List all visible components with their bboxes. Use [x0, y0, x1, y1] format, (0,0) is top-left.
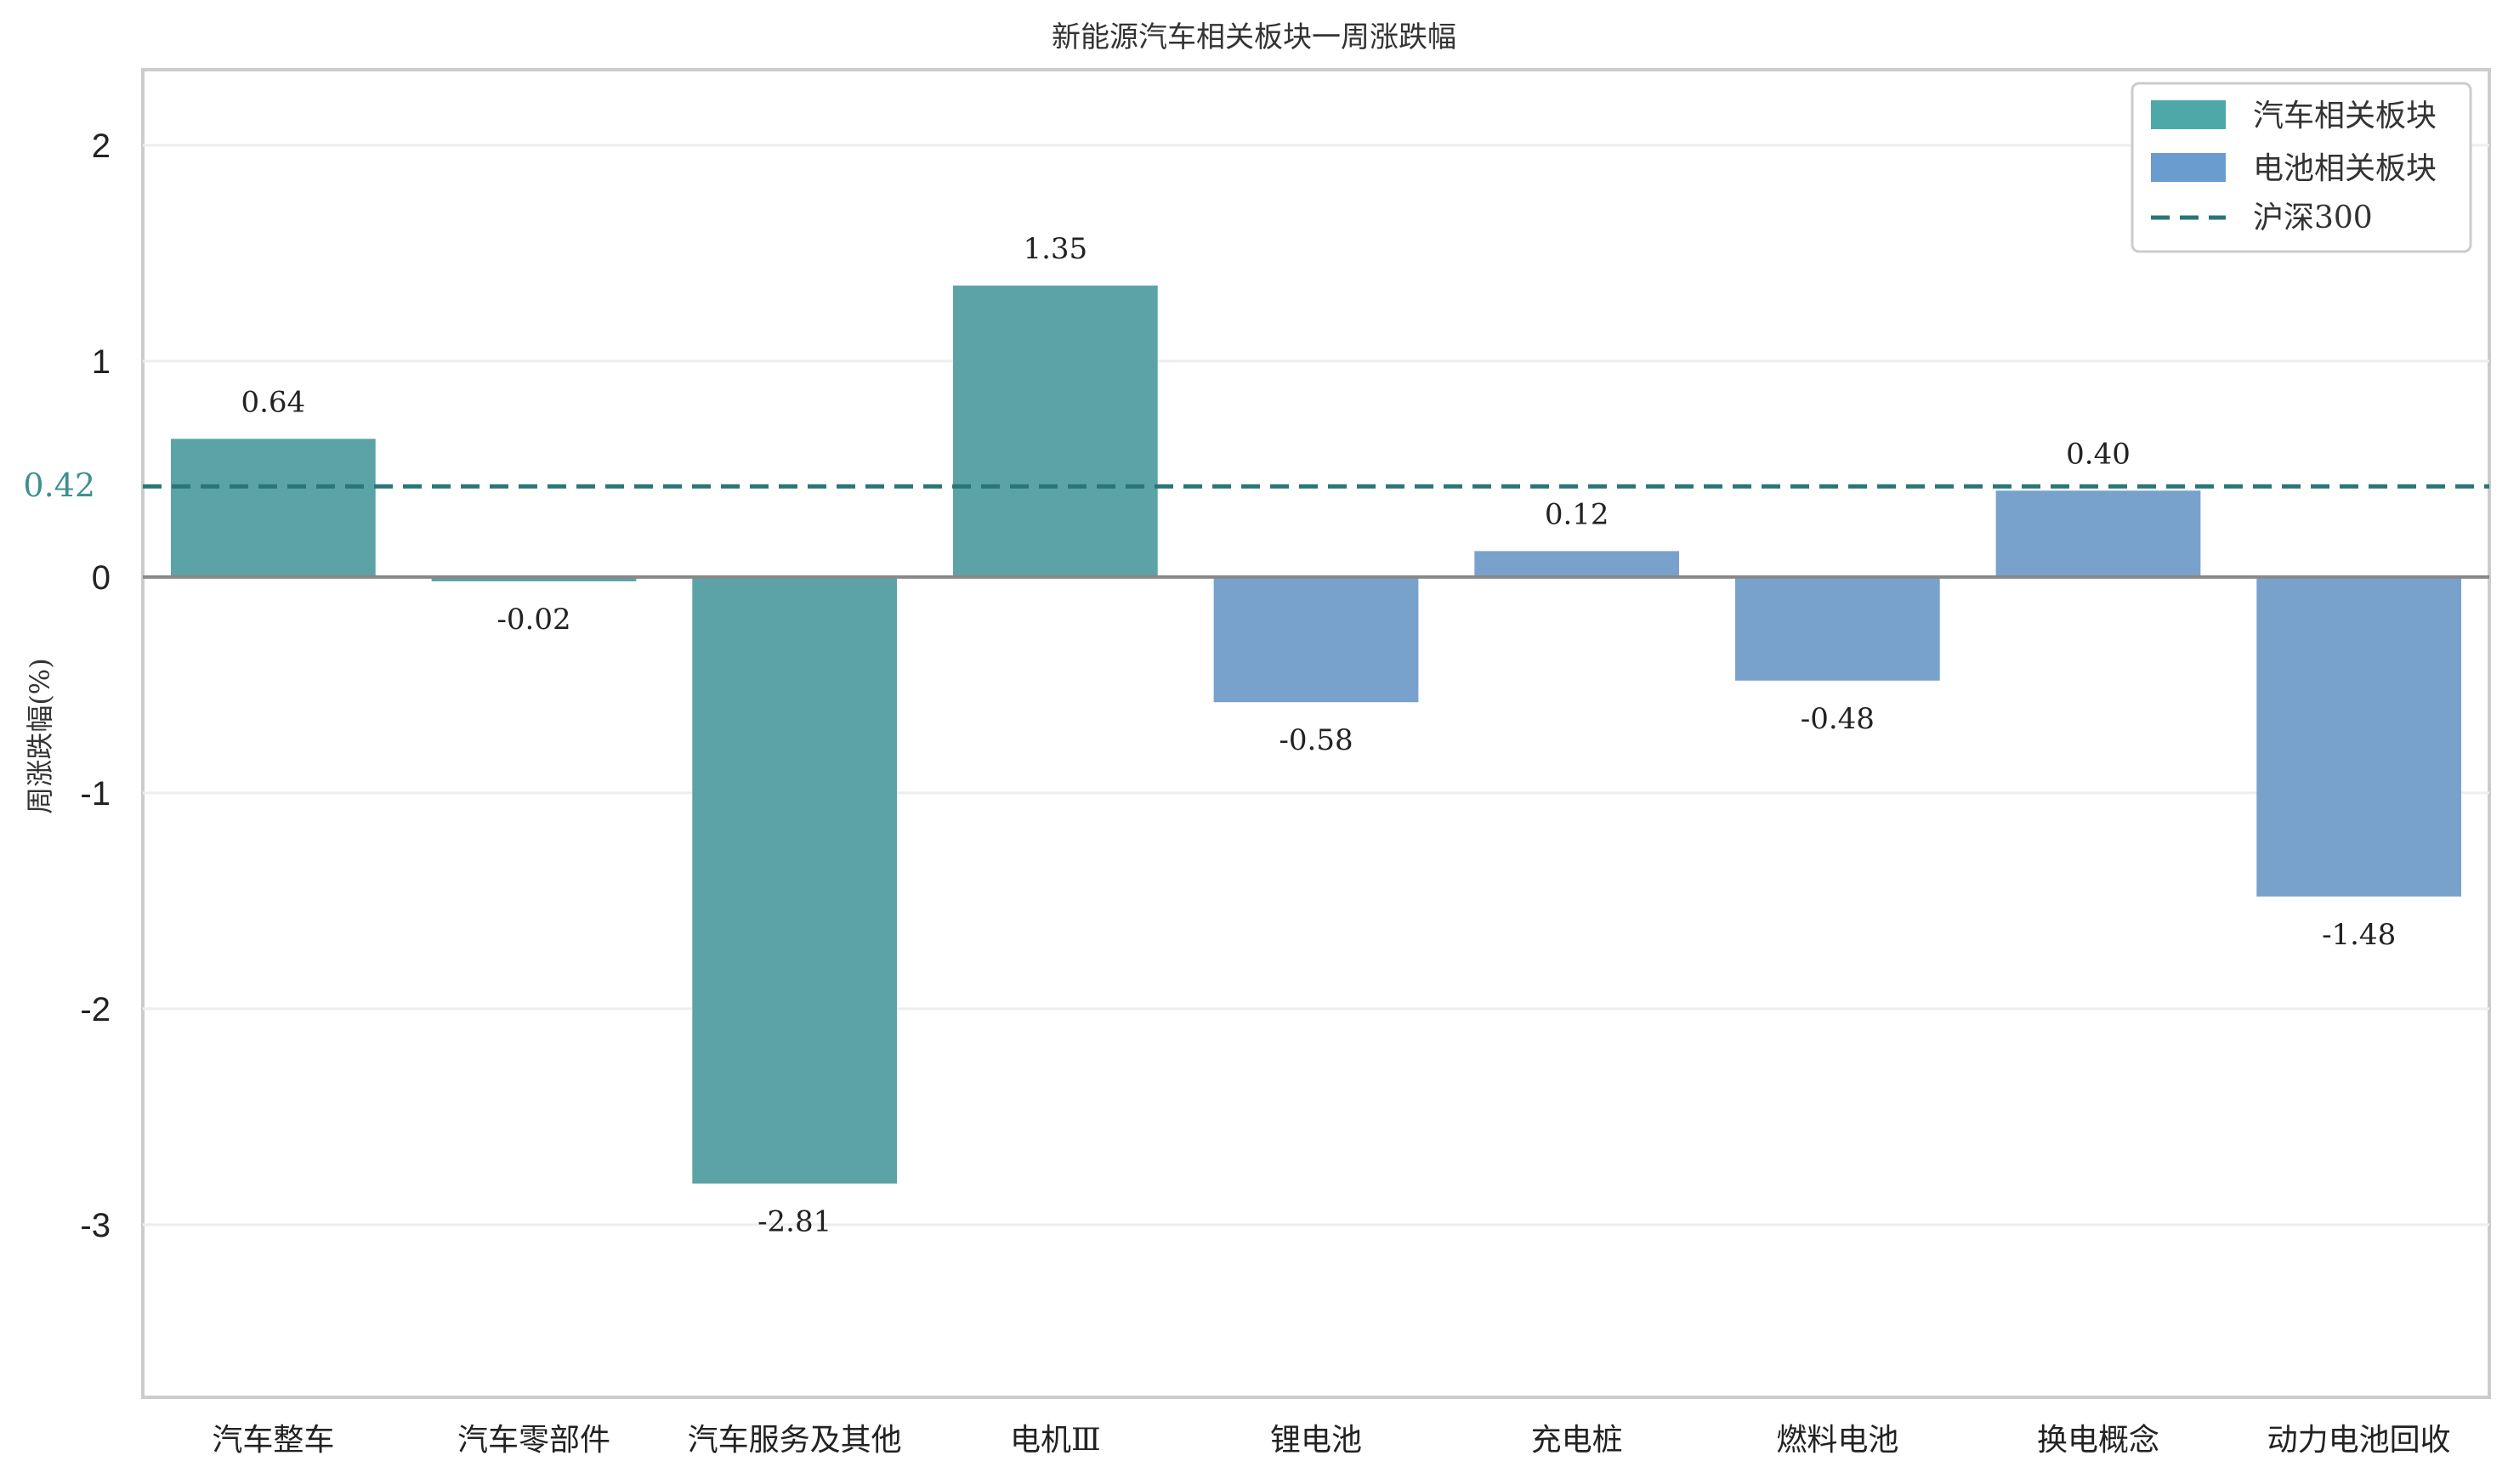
x-axis-ticks: 汽车整车 汽车零部件 汽车服务及其他 电机Ⅲ 锂电池 充电桩 燃料电池 换电概念 动力电池回收 [212, 1423, 2450, 1458]
data-label: 0.12 [1545, 497, 1609, 531]
data-label: -0.02 [496, 603, 570, 637]
x-tick-label: 汽车整车 [212, 1423, 334, 1458]
legend-label-battery: 电池相关板块 [2253, 151, 2437, 186]
y-axis-label: 周涨跌幅(%) [24, 658, 56, 813]
legend-label-auto: 汽车相关板块 [2253, 99, 2437, 133]
y-tick-label: -2 [80, 991, 111, 1028]
data-label: -0.58 [1279, 723, 1353, 757]
x-tick-label: 充电桩 [1531, 1423, 1623, 1458]
x-tick-label: 燃料电池 [1776, 1423, 1898, 1458]
bar [2256, 576, 2462, 897]
legend-label-reference: 沪深300 [2253, 201, 2373, 235]
bar [692, 576, 898, 1184]
chart-title: 新能源汽车相关板块一周涨跌幅 [1052, 20, 1456, 54]
y-tick-label: 0 [92, 559, 111, 597]
y-axis-ticks: 2 1 0 -1 -2 -3 [80, 127, 111, 1244]
legend: 汽车相关板块 电池相关板块 沪深300 [2131, 82, 2472, 253]
bar [431, 576, 637, 581]
data-label: 1.35 [1023, 232, 1087, 266]
x-tick-label: 汽车零部件 [457, 1423, 610, 1458]
data-labels: 0.64 -0.02 -2.81 1.35 -0.58 0.12 -0.48 0.40 -1.4… [241, 232, 2396, 1239]
bar [1995, 490, 2201, 577]
x-tick-label: 换电概念 [2037, 1423, 2159, 1458]
x-tick-label: 锂电池 [1270, 1423, 1362, 1458]
bars [170, 285, 2462, 1184]
data-label: 0.64 [241, 385, 305, 419]
bar [1474, 551, 1680, 577]
bar [170, 439, 376, 577]
data-label: -0.48 [1801, 702, 1875, 736]
reference-line-label: 0.42 [23, 467, 95, 504]
data-label: 0.40 [2066, 437, 2131, 471]
y-tick-label: -1 [80, 775, 111, 813]
x-tick-label: 动力电池回收 [2267, 1423, 2451, 1458]
y-tick-label: -3 [80, 1207, 111, 1244]
plot-frame [141, 68, 2491, 1399]
legend-swatch-battery [2151, 153, 2226, 182]
x-tick-label: 汽车服务及其他 [688, 1423, 902, 1458]
bar [952, 285, 1158, 577]
bar [1734, 576, 1940, 681]
y-tick-label: 1 [92, 343, 111, 381]
x-tick-label: 电机Ⅲ [1010, 1423, 1101, 1458]
data-label: -1.48 [2322, 918, 2396, 952]
bar [1213, 576, 1419, 703]
legend-swatch-auto [2151, 100, 2226, 129]
data-label: -2.81 [758, 1205, 831, 1239]
y-tick-label: 2 [92, 127, 111, 165]
